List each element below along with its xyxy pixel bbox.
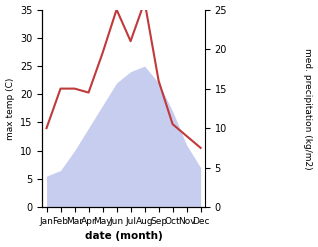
Y-axis label: med. precipitation (kg/m2): med. precipitation (kg/m2): [303, 48, 313, 169]
Y-axis label: max temp (C): max temp (C): [5, 77, 15, 140]
X-axis label: date (month): date (month): [85, 231, 162, 242]
